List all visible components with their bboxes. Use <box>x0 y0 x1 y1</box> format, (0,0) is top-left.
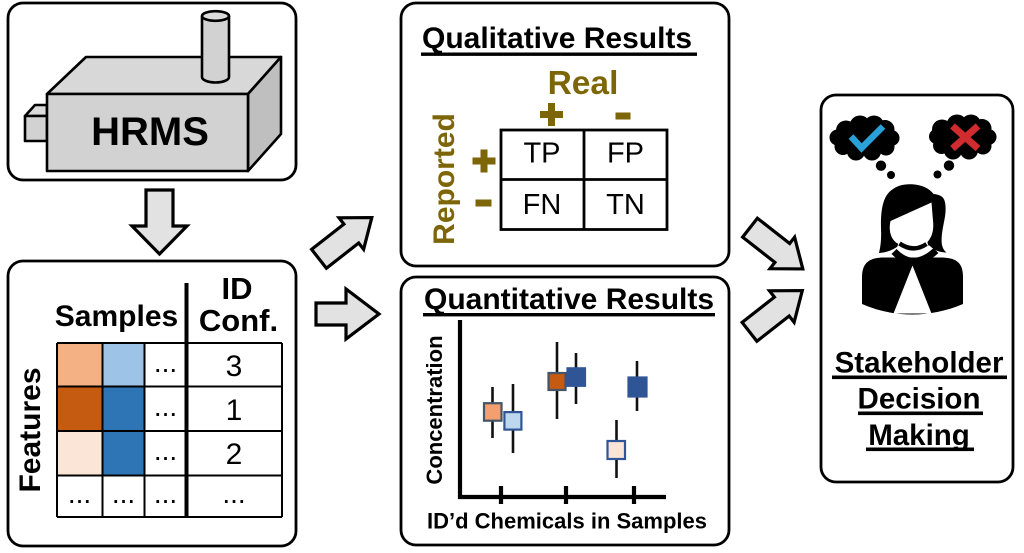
svg-text:Samples: Samples <box>55 300 178 333</box>
svg-text:Features: Features <box>14 367 47 492</box>
svg-text:FP: FP <box>607 138 644 170</box>
svg-text:TP: TP <box>523 138 560 170</box>
svg-text:Stakeholder: Stakeholder <box>835 347 1004 380</box>
svg-text:FN: FN <box>523 189 562 221</box>
svg-text:Qualitative Results: Qualitative Results <box>422 22 692 55</box>
svg-text:...: ... <box>154 391 177 422</box>
svg-text:1: 1 <box>226 394 243 427</box>
svg-text:Conf.: Conf. <box>199 303 278 338</box>
svg-text:Making: Making <box>868 419 970 452</box>
svg-text:Real: Real <box>548 65 619 102</box>
svg-text:Reported: Reported <box>428 113 461 245</box>
svg-text:...: ... <box>222 478 245 509</box>
svg-text:Concentration: Concentration <box>422 335 447 484</box>
svg-text:ID: ID <box>222 271 253 306</box>
svg-text:3: 3 <box>226 350 243 383</box>
svg-text:...: ... <box>112 478 135 509</box>
svg-text:...: ... <box>154 435 177 466</box>
svg-text:ID’d Chemicals in Samples: ID’d Chemicals in Samples <box>427 509 707 534</box>
svg-text:Quantitative Results: Quantitative Results <box>424 283 714 316</box>
svg-text:HRMS: HRMS <box>91 110 209 154</box>
svg-text:...: ... <box>154 347 177 378</box>
svg-text:...: ... <box>154 478 177 509</box>
svg-text:...: ... <box>68 478 91 509</box>
svg-text:Decision: Decision <box>858 383 981 416</box>
svg-text:2: 2 <box>226 438 243 471</box>
svg-text:TN: TN <box>606 189 645 221</box>
